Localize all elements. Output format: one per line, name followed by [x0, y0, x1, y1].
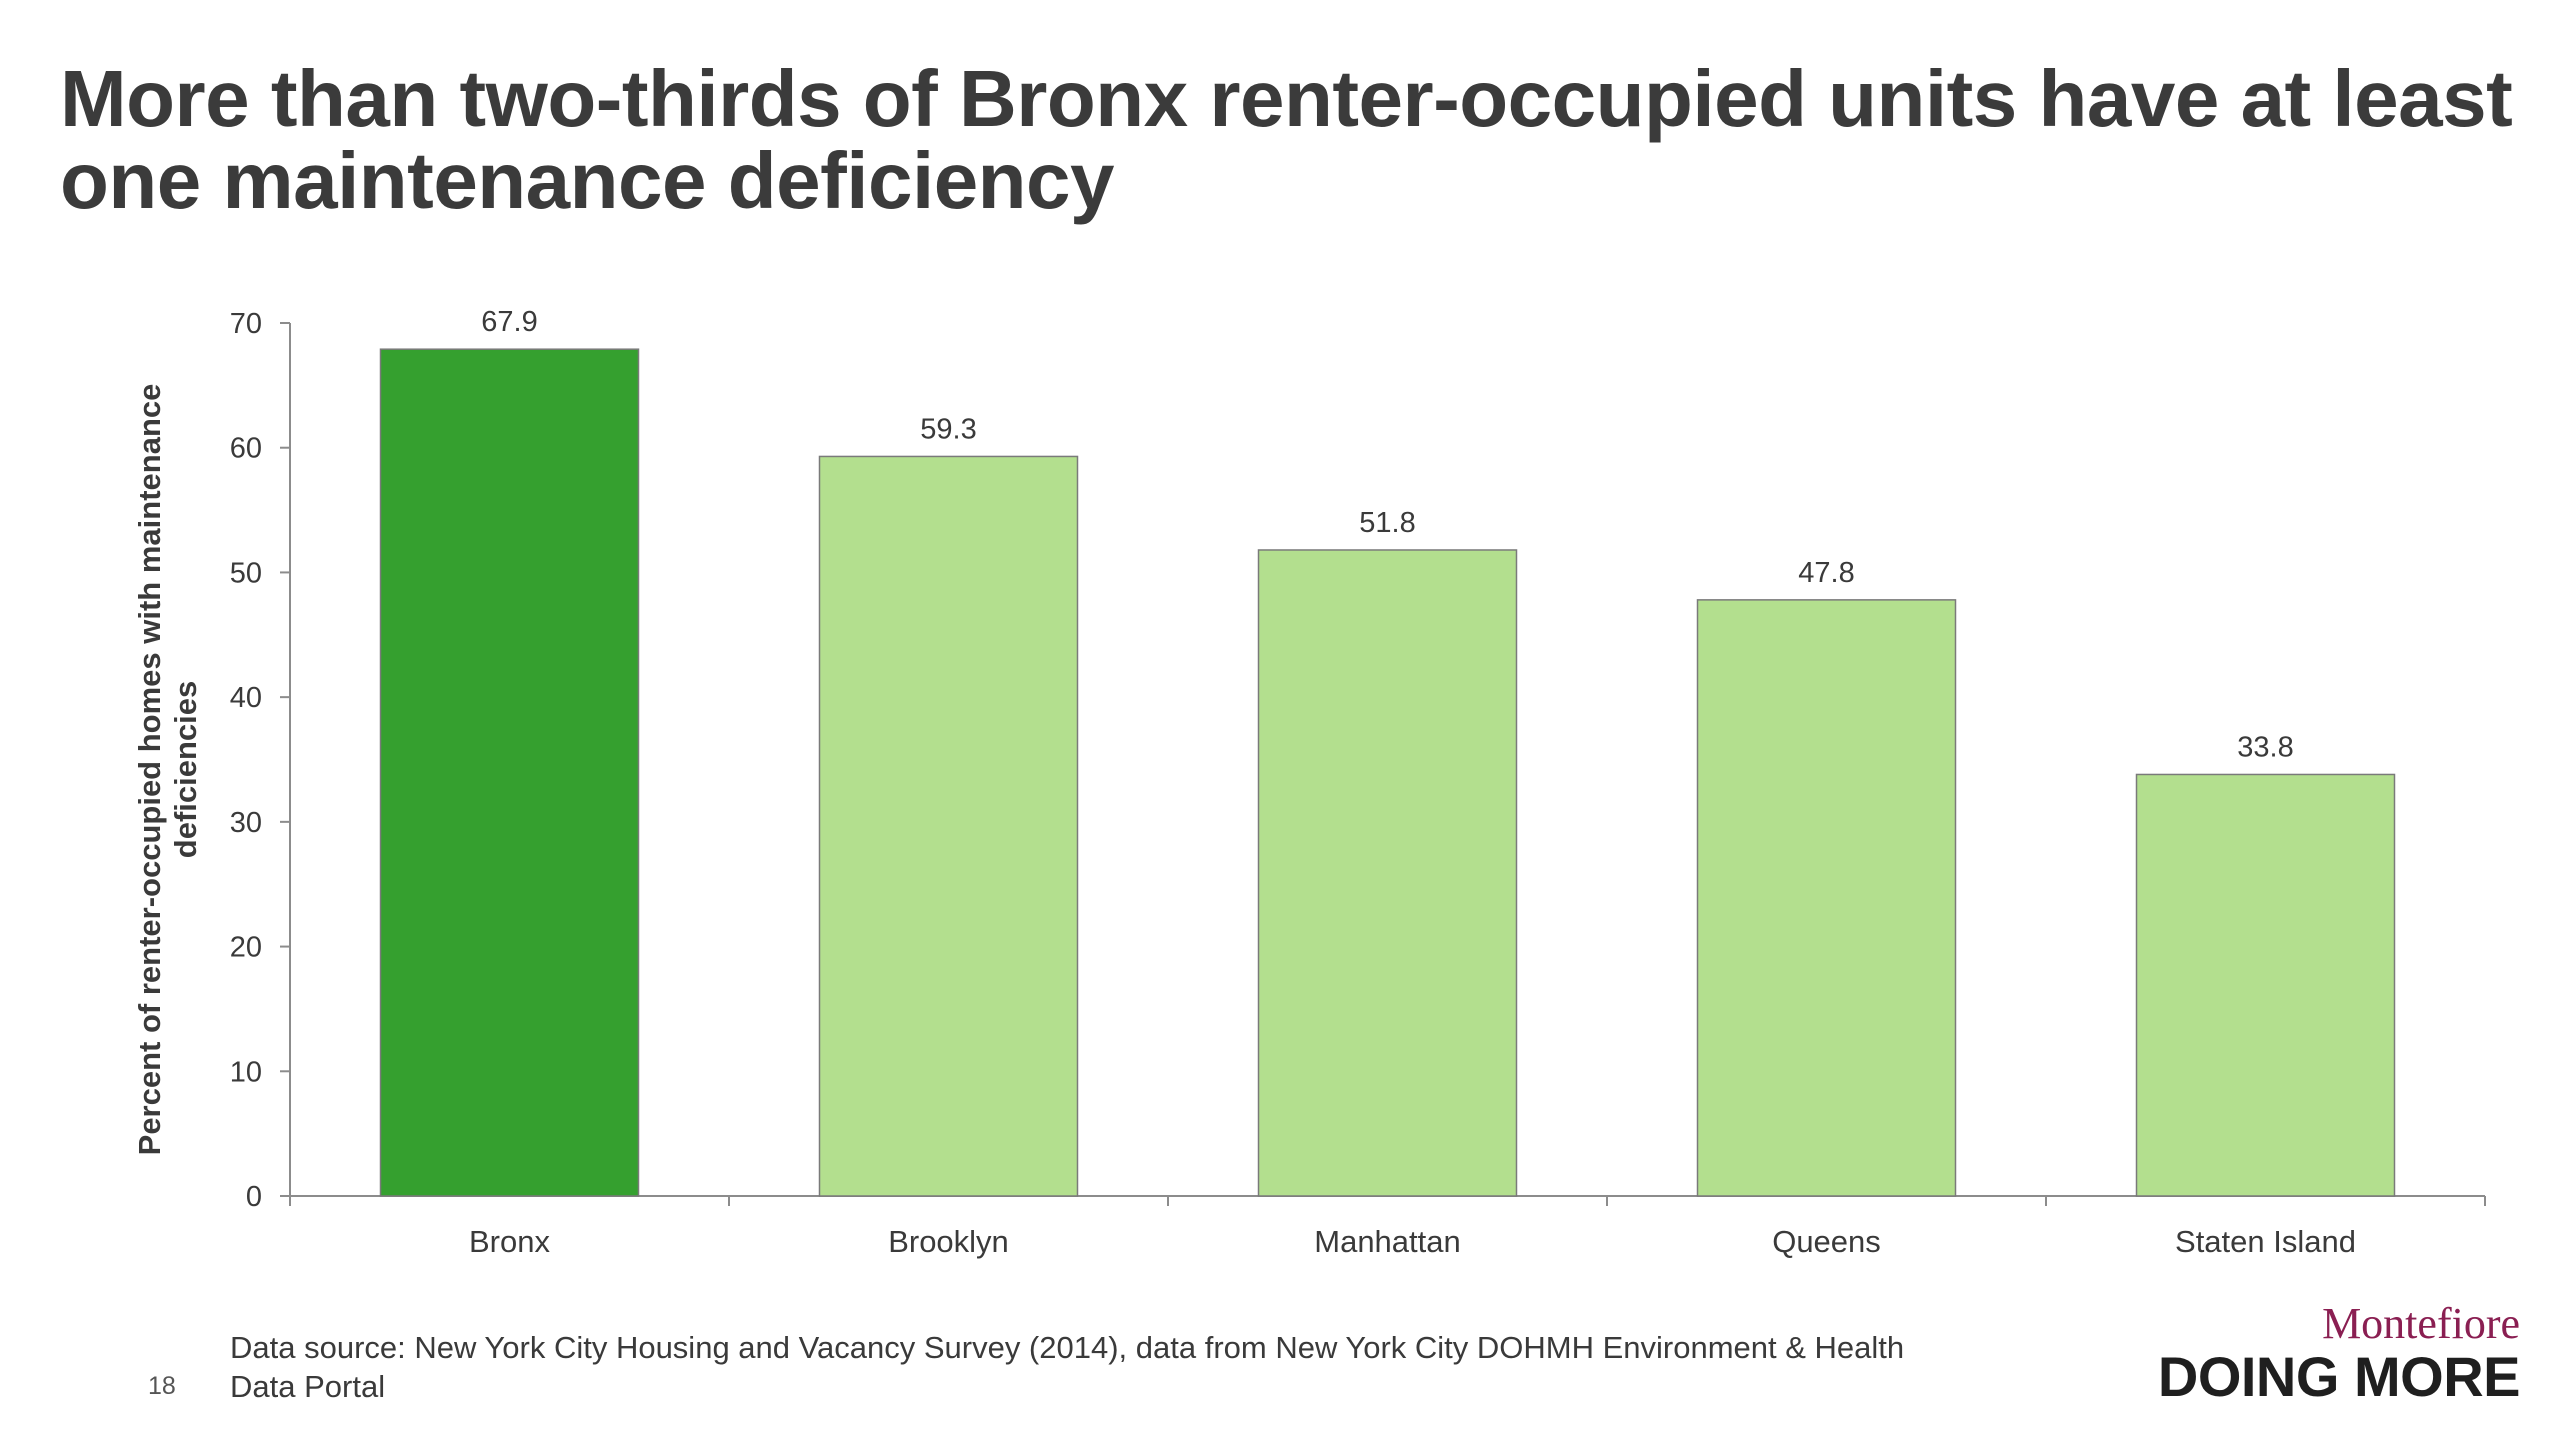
- y-tick-label: 20: [230, 932, 262, 964]
- data-label: 33.8: [2237, 731, 2293, 763]
- logo-wordmark: Montefiore: [2322, 1299, 2520, 1348]
- data-label: 59.3: [920, 413, 976, 445]
- bar-manhattan: [1257, 549, 1518, 1197]
- bar-bronx: [379, 348, 640, 1197]
- bar-queens: [1696, 599, 1957, 1197]
- data-label: 47.8: [1798, 557, 1854, 589]
- y-axis-title: Percent of renter-occupied homes with ma…: [132, 384, 203, 1156]
- bar-staten-island: [2135, 773, 2396, 1197]
- data-source-note: Data source: New York City Housing and V…: [230, 1330, 1905, 1404]
- x-category-label: Bronx: [469, 1224, 550, 1259]
- x-category-label: Queens: [1772, 1224, 1881, 1259]
- y-tick-label: 60: [230, 433, 262, 465]
- page-number: 18: [148, 1372, 176, 1400]
- y-axis-title-line1: Percent of renter-occupied homes with ma…: [132, 384, 167, 1156]
- data-label: 67.9: [481, 306, 537, 338]
- data-label: 51.8: [1359, 507, 1415, 539]
- y-tick-label: 40: [230, 682, 262, 714]
- y-axis-title-line2: deficiencies: [168, 681, 203, 858]
- x-category-label: Manhattan: [1314, 1224, 1461, 1259]
- y-tick-label: 10: [230, 1056, 262, 1088]
- logo-tagline: DOING MORE: [2157, 1345, 2521, 1408]
- bar-chart: 0 10 20 30 40 50 60 70 67.9 Bronx 59.3 Brooklyn 51.8…: [132, 306, 2486, 1259]
- y-tick-label: 70: [230, 308, 262, 340]
- y-tick-label: 30: [230, 807, 262, 839]
- y-tick-label: 50: [230, 557, 262, 589]
- x-category-label: Brooklyn: [888, 1224, 1009, 1259]
- montefiore-logo: Montefiore DOING MORE: [2140, 1299, 2521, 1410]
- slide-title: More than two-thirds of Bronx renter-occ…: [60, 54, 2513, 225]
- bar-brooklyn: [818, 455, 1079, 1197]
- x-category-label: Staten Island: [2175, 1224, 2356, 1259]
- y-tick-label: 0: [246, 1181, 262, 1213]
